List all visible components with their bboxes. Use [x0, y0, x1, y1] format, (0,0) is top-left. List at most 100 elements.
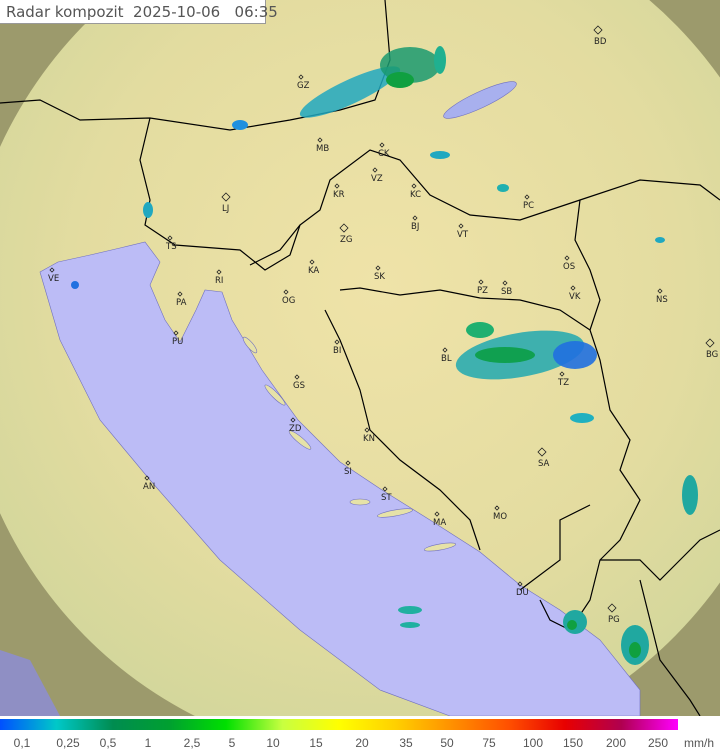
country-borders [0, 0, 720, 716]
city-label-ck: CK [378, 149, 390, 159]
city-marker-icon [705, 338, 715, 348]
city-marker-icon [607, 603, 617, 613]
title-text: Radar kompozit [6, 3, 124, 21]
legend-tick: 0,5 [99, 736, 117, 750]
legend-color-bar [0, 719, 678, 730]
city-marker-icon [144, 475, 150, 481]
city-label-pc: PC [523, 201, 534, 211]
city-marker-icon [564, 255, 570, 261]
city-label-og: OG [282, 296, 295, 306]
city-marker-icon [294, 374, 300, 380]
city-marker-icon [593, 25, 603, 35]
city-marker-icon [375, 265, 381, 271]
city-label-ns: NS [656, 295, 668, 305]
city-label-pa: PA [176, 298, 187, 308]
city-label-ka: KA [308, 266, 319, 276]
city-label-kr: KR [333, 190, 345, 200]
legend-tick: 20 [355, 736, 369, 750]
city-label-ve: VE [48, 274, 59, 284]
city-label-bg: BG [706, 350, 718, 360]
city-marker-icon [382, 486, 388, 492]
title-date: 2025-10-06 [133, 3, 221, 21]
city-marker-icon [559, 371, 565, 377]
city-label-bi: BI [333, 346, 341, 356]
city-marker-icon [434, 511, 440, 517]
city-label-an: AN [143, 482, 155, 492]
city-label-du: DU [516, 588, 529, 598]
city-label-pz: PZ [477, 286, 488, 296]
city-label-kc: KC [410, 190, 421, 200]
radar-echoes [71, 46, 698, 665]
city-marker-icon [290, 417, 296, 423]
city-label-tz: TZ [557, 378, 569, 388]
city-label-os: OS [563, 262, 575, 272]
title-time: 06:35 [234, 3, 278, 21]
legend-unit: mm/h [684, 736, 714, 750]
city-marker-icon [283, 289, 289, 295]
legend-tick: 50 [440, 736, 454, 750]
city-marker-icon [494, 505, 500, 511]
city-marker-icon [458, 223, 464, 229]
city-label-mo: MO [493, 512, 507, 522]
city-label-bl: BL [441, 354, 452, 364]
city-label-vz: VZ [371, 174, 383, 184]
city-label-bj: BJ [411, 222, 419, 232]
city-label-st: ST [381, 493, 392, 503]
city-label-sk: SK [374, 272, 385, 282]
sea-outside [0, 650, 60, 716]
city-marker-icon [167, 235, 173, 241]
city-marker-icon [570, 285, 576, 291]
city-label-sa: SA [538, 459, 550, 469]
radar-map[interactable]: BD GZ MB CK VZ KR KC PC LJ BJ VT ZG TS KA SK OS VE RI PA PZ… [0, 0, 720, 716]
sea-adriatic [39, 241, 641, 716]
city-label-pg: PG [608, 615, 620, 625]
city-marker-icon [221, 192, 231, 202]
city-marker-icon [478, 279, 484, 285]
legend-tick: 150 [562, 736, 584, 750]
city-markers: BD GZ MB CK VZ KR KC PC LJ BJ VT ZG TS KA SK OS VE RI PA PZ… [48, 25, 718, 625]
legend-tick: 200 [605, 736, 627, 750]
city-marker-icon [309, 259, 315, 265]
legend-tick: 2,5 [183, 736, 201, 750]
city-marker-icon [339, 223, 349, 233]
city-marker-icon [442, 347, 448, 353]
city-marker-icon [334, 339, 340, 345]
legend-tick: 15 [309, 736, 323, 750]
legend-tick: 0,25 [56, 736, 80, 750]
legend-tick: 35 [399, 736, 413, 750]
city-marker-icon [524, 194, 530, 200]
legend-tick: 250 [647, 736, 669, 750]
city-label-gs: GS [293, 381, 305, 391]
city-label-ts: TS [165, 242, 177, 252]
legend-tick: 100 [522, 736, 544, 750]
city-label-zd: ZD [289, 424, 302, 434]
city-marker-icon [49, 267, 55, 273]
legend-tick: 1 [144, 736, 152, 750]
city-marker-icon [502, 280, 508, 286]
city-label-si: SI [344, 467, 352, 477]
legend-tick: 5 [228, 736, 236, 750]
lake-balaton [443, 81, 517, 119]
city-label-kn: KN [363, 434, 375, 444]
city-marker-icon [379, 142, 385, 148]
radar-coverage-area [0, 0, 720, 716]
city-marker-icon [298, 74, 304, 80]
city-marker-icon [317, 137, 323, 143]
city-marker-icon [411, 183, 417, 189]
map-title: Radar kompozit 2025-10-06 06:35 [0, 0, 278, 24]
islands [242, 336, 457, 552]
city-label-pu: PU [172, 337, 183, 347]
legend-tick: 0,1 [13, 736, 31, 750]
city-marker-icon [537, 447, 547, 457]
legend-tick: 10 [266, 736, 280, 750]
city-label-vk: VK [569, 292, 581, 302]
city-label-sb: SB [501, 287, 512, 297]
city-marker-icon [412, 215, 418, 221]
city-marker-icon [372, 167, 378, 173]
city-label-bd: BD [594, 37, 607, 47]
city-label-ma: MA [433, 518, 446, 528]
city-label-vt: VT [457, 230, 469, 240]
city-label-zg: ZG [340, 235, 352, 245]
city-label-lj: LJ [222, 204, 229, 214]
city-marker-icon [173, 330, 179, 336]
